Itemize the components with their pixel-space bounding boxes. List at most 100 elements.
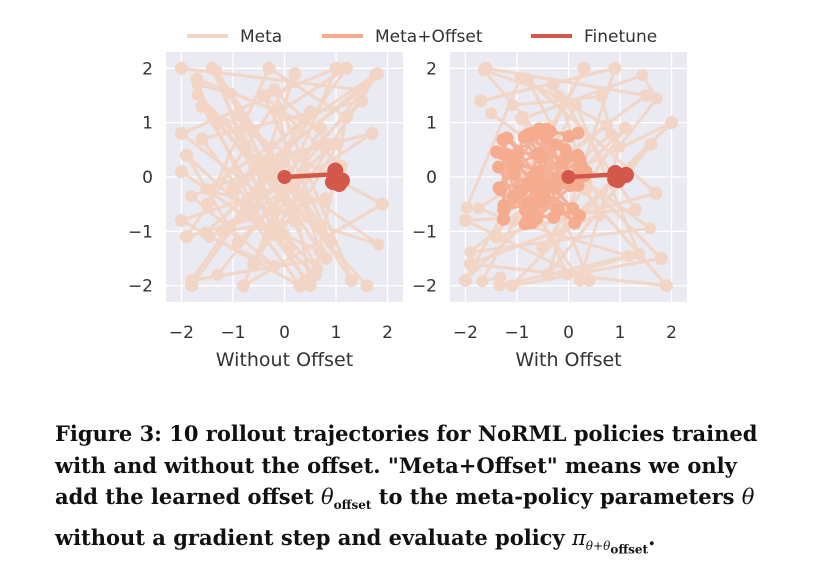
- series-point-meta: [313, 218, 326, 231]
- series-point-meta: [247, 203, 260, 216]
- series-point-meta: [174, 213, 188, 227]
- x-tick-label: 0: [279, 323, 290, 343]
- series-point-meta: [493, 279, 506, 292]
- caption-line-3a: add the learned offset: [55, 484, 321, 509]
- series-point-meta: [553, 90, 566, 103]
- series-point-meta: [185, 190, 198, 203]
- theta-symbol-2: θ: [741, 485, 755, 509]
- series-point-finetune: [277, 170, 292, 184]
- series-point-meta-offset: [507, 167, 521, 181]
- series-point-meta: [506, 99, 519, 112]
- series-point-meta: [288, 67, 302, 81]
- series-point-meta-offset: [501, 148, 515, 162]
- legend-label-meta: Meta: [240, 27, 282, 47]
- series-point-meta: [649, 186, 663, 200]
- series-point-meta-offset: [531, 165, 545, 179]
- series-point-meta: [628, 203, 642, 217]
- series-point-meta: [174, 165, 188, 179]
- legend: Meta Meta+Offset Finetune: [187, 27, 657, 47]
- caption-line-3b: to the meta-policy parameters: [371, 484, 742, 509]
- series-point-meta: [485, 107, 498, 120]
- series-point-meta: [195, 132, 209, 146]
- series-point-finetune: [561, 170, 576, 184]
- series-point-meta: [665, 116, 679, 130]
- series-point-meta-offset: [492, 160, 506, 174]
- series-point-meta: [561, 268, 574, 281]
- y-tick-label: 0: [142, 168, 153, 188]
- series-point-meta-offset: [539, 192, 553, 206]
- series-point-meta: [582, 273, 596, 287]
- series-point-meta: [303, 279, 317, 293]
- series-point-meta: [191, 78, 204, 91]
- y-tick-label: 1: [426, 114, 437, 134]
- series-point-meta: [339, 61, 353, 75]
- series-point-meta: [174, 61, 188, 75]
- series-point-meta: [236, 279, 250, 293]
- series-point-meta-offset: [562, 150, 576, 164]
- series-point-meta: [639, 88, 653, 102]
- series-point-meta: [315, 139, 328, 152]
- series-point-meta: [324, 235, 338, 249]
- x-tick-label: −1: [504, 323, 529, 343]
- series-point-meta: [633, 248, 646, 261]
- series-point-meta: [368, 68, 381, 81]
- pi-subscript-offset: offset: [610, 542, 649, 557]
- series-line-meta: [188, 82, 340, 268]
- y-tick-label: 2: [426, 59, 437, 79]
- series-point-meta-offset: [543, 125, 557, 139]
- series-point-meta: [185, 279, 199, 293]
- series-point-meta: [210, 65, 223, 78]
- caption-line-2: with and without the offset. "Meta+Offse…: [55, 452, 737, 478]
- series-point-meta-offset: [552, 202, 566, 216]
- series-point-meta: [344, 273, 358, 287]
- legend-label-meta-offset: Meta+Offset: [375, 27, 483, 47]
- series-point-meta-offset: [568, 216, 582, 230]
- series-point-meta: [365, 127, 379, 141]
- x-tick-label: 2: [382, 323, 393, 343]
- series-point-meta: [622, 249, 635, 262]
- series-point-meta: [331, 137, 344, 150]
- y-tick-label: 0: [426, 168, 437, 188]
- series-point-meta-offset: [500, 131, 514, 145]
- series-point-meta-offset: [510, 157, 524, 171]
- series-point-meta: [203, 231, 216, 244]
- series-point-meta: [472, 202, 485, 215]
- series-point-meta: [460, 201, 473, 214]
- series-point-meta: [180, 148, 194, 162]
- series-point-meta: [319, 192, 333, 206]
- series-point-meta: [613, 140, 626, 153]
- series-point-meta: [257, 88, 271, 102]
- series-point-meta: [546, 78, 560, 92]
- series-point-meta-offset: [571, 126, 585, 140]
- series-point-meta-offset: [525, 216, 539, 230]
- series-point-meta: [314, 121, 328, 135]
- series-point-meta: [477, 64, 490, 77]
- y-tick-label: 1: [142, 114, 153, 134]
- series-point-meta: [636, 69, 649, 82]
- x-tick-label: 1: [615, 323, 626, 343]
- series-point-meta-offset: [544, 180, 558, 194]
- series-line-meta: [196, 93, 323, 271]
- x-tick-label: 0: [563, 323, 574, 343]
- caption-line-1: Figure 3: 10 rollout trajectories for No…: [55, 421, 758, 446]
- series-point-meta: [174, 127, 188, 141]
- x-tick-label: −2: [169, 323, 194, 343]
- series-point-meta-offset: [492, 181, 506, 195]
- caption-line-4: without a gradient step and evaluate pol…: [55, 524, 572, 550]
- y-tick-label: −1: [412, 222, 437, 242]
- x-tick-label: 1: [331, 323, 342, 343]
- series-point-meta: [577, 61, 591, 75]
- series-point-meta: [644, 137, 658, 151]
- series-point-meta: [247, 257, 261, 271]
- series-point-meta: [464, 257, 478, 271]
- theta-symbol: θ: [321, 485, 334, 509]
- series-point-meta: [595, 90, 608, 103]
- series-point-meta-offset: [524, 126, 538, 140]
- x-tick-label: −1: [220, 323, 245, 343]
- series-point-meta: [573, 274, 586, 287]
- series-point-meta-offset: [497, 198, 511, 212]
- x-axis-label: With Offset: [515, 349, 621, 371]
- series-point-finetune: [607, 171, 624, 188]
- x-axis-label: Without Offset: [216, 349, 353, 371]
- series-point-meta: [608, 61, 622, 75]
